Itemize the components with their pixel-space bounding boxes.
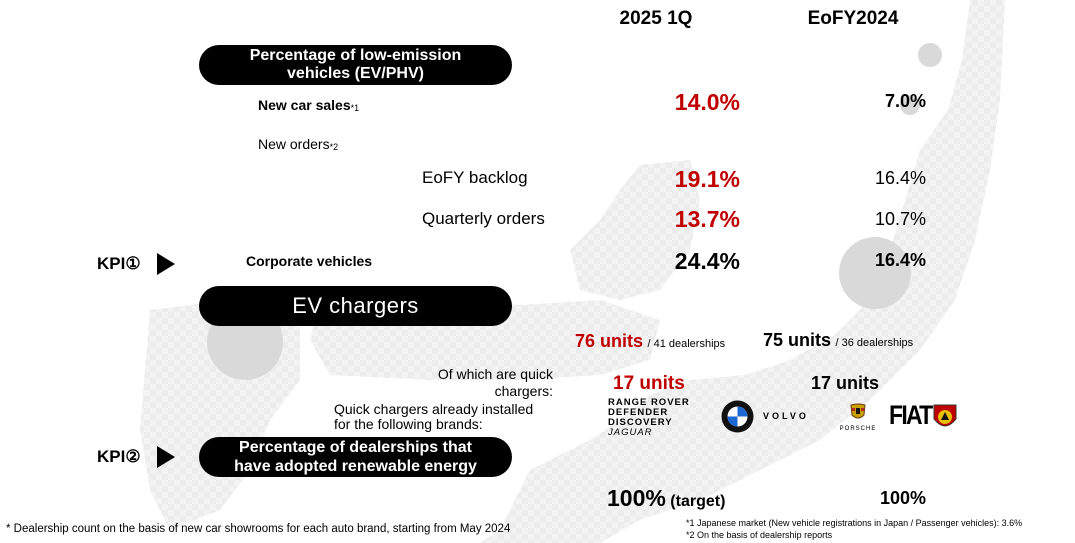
quick-chargers-label: Of which are quick chargers: bbox=[437, 366, 553, 399]
quarterly-orders-q1-value: 13.7% bbox=[674, 206, 740, 232]
ev-chargers-q1-units: 76 units bbox=[575, 331, 644, 351]
renewable-title-pill: Percentage of dealerships that have adop… bbox=[199, 437, 512, 477]
corporate-vehicles-text: Corporate vehicles bbox=[246, 253, 373, 269]
new-car-sales-footnote-ref: *1 bbox=[350, 103, 360, 113]
brand-jaguar: JAGUAR bbox=[608, 427, 653, 438]
ev-chargers-title-pill: EV chargers bbox=[199, 286, 512, 326]
ev-chargers-q1-dealerships: / 41 dealerships bbox=[647, 338, 726, 350]
new-orders-text: New orders bbox=[258, 136, 330, 152]
arrow-right-icon bbox=[156, 446, 175, 468]
brand-volvo: VOLVO bbox=[763, 411, 809, 421]
brand-discovery: DISCOVERY bbox=[608, 417, 673, 428]
brand-range-rover: RANGE ROVER bbox=[608, 397, 690, 408]
quick-chargers-eofy-value: 17 units bbox=[811, 373, 880, 393]
kpi2-label: KPI② bbox=[97, 447, 141, 466]
column-header-eofy2024: EoFY2024 bbox=[807, 8, 899, 29]
low-emission-title: Percentage of low-emission vehicles (EV/… bbox=[249, 47, 462, 82]
ev-chargers-q1-total: 76 units / 41 dealerships bbox=[575, 331, 725, 352]
eofy-backlog-label: EoFY backlog bbox=[422, 168, 528, 187]
jlr-brands-logo: RANGE ROVER DEFENDER DISCOVERY JAGUAR bbox=[608, 398, 690, 438]
new-orders-label: New orders*2 bbox=[258, 136, 338, 152]
ev-chargers-title: EV chargers bbox=[292, 293, 419, 318]
kpi1-marker: KPI① bbox=[97, 253, 175, 275]
arrow-right-icon bbox=[156, 253, 175, 275]
footnote-1: *1 Japanese market (New vehicle registra… bbox=[686, 518, 1023, 528]
new-car-sales-text: New car sales bbox=[258, 97, 351, 113]
new-car-sales-eofy-value: 7.0% bbox=[884, 91, 926, 111]
corporate-vehicles-q1-value: 24.4% bbox=[674, 248, 740, 274]
dealership-footnote: * Dealership count on the basis of new c… bbox=[6, 523, 511, 535]
bmw-logo bbox=[721, 400, 754, 433]
quarterly-orders-label: Quarterly orders bbox=[422, 209, 545, 228]
brand-porsche: PORSCHE bbox=[839, 426, 877, 432]
low-emission-title-pill: Percentage of low-emission vehicles (EV/… bbox=[199, 45, 512, 85]
ev-chargers-eofy-total: 75 units / 36 dealerships bbox=[763, 330, 913, 351]
kpi2-marker: KPI② bbox=[97, 446, 175, 468]
brand-defender: DEFENDER bbox=[608, 407, 669, 418]
renewable-eofy-value: 100% bbox=[879, 488, 926, 508]
renewable-q1: 100% (target) bbox=[607, 485, 725, 512]
porsche-crest-icon bbox=[850, 403, 866, 419]
ev-chargers-eofy-units: 75 units bbox=[763, 330, 832, 350]
column-header-2025-1q: 2025 1Q bbox=[619, 8, 693, 29]
quick-chargers-brands-label: Quick chargers already installed for the… bbox=[334, 401, 534, 432]
brand-fiat: FIAT bbox=[889, 400, 933, 430]
eofy-backlog-eofy-value: 16.4% bbox=[874, 168, 926, 188]
porsche-logo: PORSCHE bbox=[834, 403, 882, 432]
eofy-backlog-q1-value: 19.1% bbox=[674, 166, 740, 192]
new-car-sales-q1-value: 14.0% bbox=[674, 89, 740, 115]
quarterly-orders-eofy-value: 10.7% bbox=[874, 209, 926, 229]
renewable-q1-value: 100% bbox=[607, 485, 666, 511]
abarth-logo bbox=[933, 404, 957, 427]
renewable-q1-note: (target) bbox=[670, 493, 726, 510]
quick-chargers-q1-value: 17 units bbox=[613, 373, 685, 394]
ev-chargers-eofy-dealerships: / 36 dealerships bbox=[835, 337, 914, 349]
new-orders-footnote-ref: *2 bbox=[329, 142, 339, 152]
footnote-2: *2 On the basis of dealership reports bbox=[686, 530, 833, 540]
new-car-sales-label: New car sales*1 bbox=[258, 97, 359, 113]
corporate-vehicles-label: Corporate vehicles bbox=[246, 253, 372, 269]
corporate-vehicles-eofy-value: 16.4% bbox=[874, 250, 926, 270]
renewable-title: Percentage of dealerships that have adop… bbox=[234, 439, 477, 475]
kpi1-label: KPI① bbox=[97, 254, 141, 273]
